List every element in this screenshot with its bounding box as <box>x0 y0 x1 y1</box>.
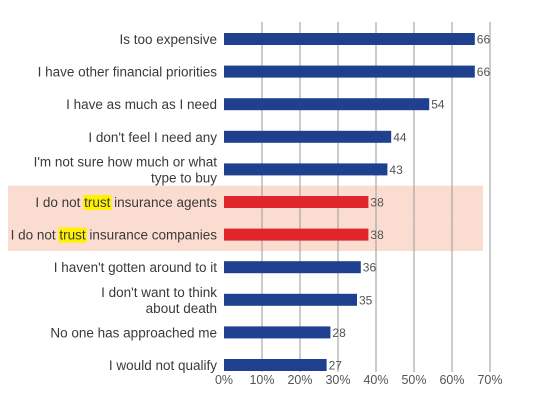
bar <box>224 98 430 111</box>
category-label-part: insurance companies <box>86 228 218 243</box>
bar <box>224 33 475 45</box>
category-label: I haven't gotten around to it <box>54 260 217 275</box>
category-label: I would not qualify <box>109 358 217 373</box>
value-label: 35 <box>359 293 373 307</box>
x-tick-label: 70% <box>477 373 502 387</box>
bar <box>224 130 392 143</box>
x-tick-label: 0% <box>215 373 233 387</box>
x-tick-label: 50% <box>401 373 426 387</box>
category-label: I do not trust insurance companies <box>11 228 218 243</box>
value-label: 36 <box>363 261 377 275</box>
category-label-part: I do not <box>11 228 60 243</box>
bar <box>224 163 388 176</box>
value-label: 66 <box>477 33 491 47</box>
category-label: No one has approached me <box>50 325 217 340</box>
value-label: 38 <box>370 228 384 242</box>
category-label-part: I do not <box>35 195 84 210</box>
category-label: about death <box>146 301 217 316</box>
category-label: I do not trust insurance agents <box>35 195 217 210</box>
bar <box>224 196 369 208</box>
category-label: I have other financial priorities <box>38 65 218 80</box>
bar <box>224 261 361 274</box>
x-tick-label: 30% <box>325 373 350 387</box>
bar <box>224 228 369 241</box>
category-label: type to buy <box>151 170 217 185</box>
value-label: 38 <box>370 196 384 210</box>
category-label: I have as much as I need <box>66 97 217 112</box>
highlighted-word: trust <box>84 195 111 210</box>
category-label: I'm not sure how much or what <box>34 154 218 169</box>
category-label-part: insurance agents <box>110 195 217 210</box>
value-label: 66 <box>477 65 491 79</box>
word-highlight <box>83 195 112 210</box>
value-label: 27 <box>329 359 343 373</box>
value-label: 28 <box>332 326 346 340</box>
x-tick-label: 60% <box>439 373 464 387</box>
x-tick-label: 40% <box>363 373 388 387</box>
bar <box>224 326 331 339</box>
value-label: 44 <box>393 130 407 144</box>
bar <box>224 293 357 306</box>
category-label: Is too expensive <box>119 32 217 47</box>
bar <box>224 359 327 371</box>
value-label: 54 <box>431 98 445 112</box>
value-label: 43 <box>389 163 403 177</box>
category-label: I don't feel I need any <box>88 130 217 145</box>
category-label: I don't want to think <box>101 285 217 300</box>
x-tick-label: 10% <box>249 373 274 387</box>
word-highlight <box>58 227 87 243</box>
bar <box>224 65 475 78</box>
x-tick-label: 20% <box>287 373 312 387</box>
highlighted-word: trust <box>59 228 86 243</box>
